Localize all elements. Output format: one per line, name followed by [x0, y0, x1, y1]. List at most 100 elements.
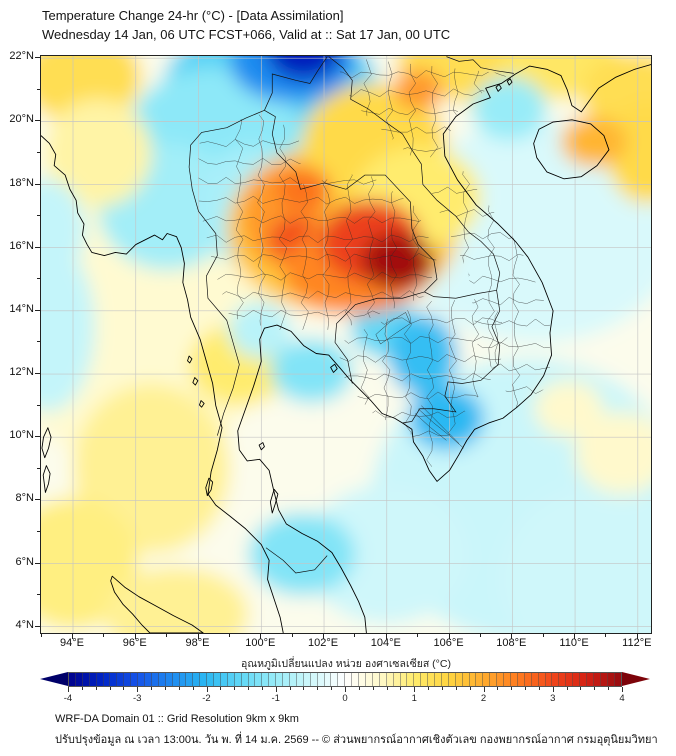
lat-label: 18°N — [9, 176, 34, 189]
colorbar-segment — [151, 673, 159, 686]
colorbar-segment — [345, 673, 353, 686]
lon-label: 100°E — [245, 637, 276, 649]
rivers-and-lakes — [375, 312, 464, 449]
colorbar-segment — [393, 673, 401, 686]
colorbar-segment — [469, 673, 477, 686]
colorbar-segment — [207, 673, 215, 686]
colorbar-segment — [296, 673, 304, 686]
colorbar-tick-label: 4 — [619, 693, 625, 704]
colorbar-segment — [490, 673, 498, 686]
colorbar-segment — [103, 673, 111, 686]
colorbar-segment — [441, 673, 449, 686]
colorbar-segment — [372, 673, 380, 686]
colorbar-segment — [566, 673, 574, 686]
lon-label: 98°E — [185, 637, 210, 649]
colorbar-tick-label: -4 — [63, 693, 73, 704]
colorbar-segment — [462, 673, 470, 686]
colorbar-segment — [476, 673, 484, 686]
lat-label: 20°N — [9, 113, 34, 126]
colorbar-tick-label: 0 — [342, 693, 348, 704]
lat-label: 8°N — [15, 492, 34, 505]
colorbar-segment — [365, 673, 373, 686]
footer-update-info: ปรับปรุงข้อมูล ณ เวลา 13:00น. วัน พ. ที่… — [55, 734, 658, 746]
colorbar-segment — [165, 673, 173, 686]
colorbar-segment — [310, 673, 318, 686]
country-borders — [188, 56, 514, 574]
lon-label: 108°E — [496, 637, 527, 649]
colorbar-segment — [193, 673, 201, 686]
colorbar-over-arrow — [622, 672, 650, 686]
lat-label: 4°N — [15, 618, 34, 631]
colorbar-tick-label: -1 — [271, 693, 280, 704]
colorbar-segment — [131, 673, 139, 686]
colorbar-segment — [428, 673, 436, 686]
colorbar-segment — [220, 673, 228, 686]
colorbar-segment — [483, 673, 491, 686]
colorbar-segment — [586, 673, 594, 686]
colorbar-segment — [269, 673, 277, 686]
colorbar-segment — [324, 673, 332, 686]
lat-label: 6°N — [15, 555, 34, 568]
colorbar-segment — [455, 673, 463, 686]
colorbar-segment — [290, 673, 297, 686]
lon-label: 104°E — [370, 637, 401, 649]
colorbar-segment — [331, 673, 339, 686]
lon-label: 106°E — [433, 637, 464, 649]
colorbar-segment — [158, 673, 166, 686]
lat-label: 22°N — [9, 50, 34, 63]
colorbar-segment — [96, 673, 104, 686]
colorbar-segment — [248, 673, 256, 686]
colorbar-segment — [559, 673, 567, 686]
map-plot-area — [40, 55, 652, 634]
coastlines-and-borders — [41, 56, 651, 633]
colorbar-segment — [117, 673, 125, 686]
colorbar-segment — [110, 673, 118, 686]
colorbar-segment — [283, 673, 290, 686]
lon-label: 110°E — [559, 637, 589, 649]
colorbar-segment — [89, 673, 97, 686]
graticule-grid-lines — [41, 56, 651, 633]
colorbar-segment — [386, 673, 394, 686]
colorbar-segment — [303, 673, 311, 686]
colorbar-segment — [234, 673, 242, 686]
lat-label: 16°N — [9, 239, 34, 252]
colorbar-tick-label: 3 — [550, 693, 556, 704]
colorbar-segment — [200, 673, 208, 686]
colorbar-segment — [227, 673, 235, 686]
colorbar-segment — [524, 673, 532, 686]
colorbar-segment — [531, 673, 539, 686]
colorbar-segment — [573, 673, 581, 686]
colorbar-tick-label: 2 — [480, 693, 487, 704]
colorbar-segment — [69, 673, 76, 686]
colorbar-segment — [607, 673, 615, 686]
colorbar-segment — [379, 673, 387, 686]
colorbar-segment — [504, 673, 511, 686]
colorbar-segment — [421, 673, 429, 686]
colorbar-segment — [538, 673, 546, 686]
colorbar-segment — [144, 673, 152, 686]
colorbar-segment — [352, 673, 360, 686]
colorbar-segment — [179, 673, 187, 686]
colorbar-segment — [497, 673, 505, 686]
page-title: Temperature Change 24-hr (°C) - [Data As… — [42, 8, 344, 23]
colorbar-segment — [435, 673, 442, 686]
colorbar-segment — [580, 673, 587, 686]
lon-label: 102°E — [307, 637, 339, 649]
colorbar-segment — [276, 673, 284, 686]
lon-label: 96°E — [122, 637, 147, 649]
colorbar-tick-label: -2 — [202, 693, 211, 704]
colorbar-segment — [82, 673, 90, 686]
colorbar-segment — [214, 673, 221, 686]
page-subtitle: Wednesday 14 Jan, 06 UTC FCST+066, Valid… — [42, 27, 451, 42]
colorbar-segment — [407, 673, 415, 686]
colorbar-segment — [414, 673, 422, 686]
colorbar-segment — [400, 673, 408, 686]
colorbar-segment — [138, 673, 145, 686]
colorbar-segment — [124, 673, 132, 686]
lat-label: 12°N — [9, 366, 34, 379]
colorbar-segment — [545, 673, 553, 686]
colorbar-segment — [317, 673, 325, 686]
colorbar-segment — [600, 673, 608, 686]
colorbar-segment — [552, 673, 560, 686]
